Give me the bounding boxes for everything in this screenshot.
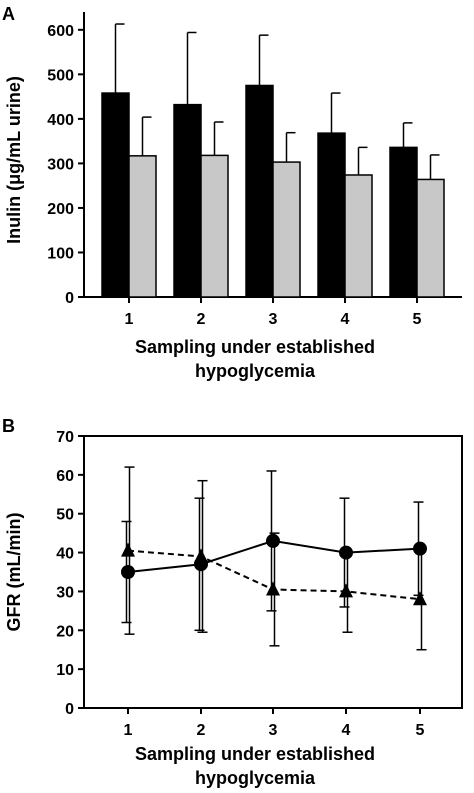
panel-a-bar	[200, 154, 229, 298]
panel-b-circle-marker	[266, 533, 280, 548]
panel-a-y-axis-title: Inulin (μg/mL urine)	[4, 76, 24, 244]
panel-a-bar	[272, 161, 301, 298]
panel-a-label: A	[2, 4, 15, 24]
panel-b-circle-marker	[121, 565, 135, 579]
panel-a-y-tick-label: 600	[47, 23, 74, 40]
panel-b-circle-marker	[413, 541, 427, 556]
panel-a-y-tick-label: 200	[47, 201, 74, 218]
panel-b: B 0 10 20 30 40 50 60 70 1 2 3 4 5 GFR (mL/min) Samp…	[2, 416, 463, 788]
panel-b-triangle-marker	[121, 542, 135, 557]
panel-b-frame	[83, 435, 463, 709]
panel-a-bar	[173, 103, 202, 298]
panel-a-bar	[101, 92, 130, 298]
panel-b-triangle-marker	[266, 581, 280, 596]
panel-a-x-axis-title-line1: Sampling under established	[135, 337, 375, 357]
panel-b-x-axis-title-line1: Sampling under established	[135, 744, 375, 764]
panel-b-y-tick-label: 40	[56, 546, 74, 563]
panel-a-y-tick-label: 400	[47, 112, 74, 129]
panel-a-y-tick-label: 100	[47, 245, 74, 262]
panel-a-x-tick-label: 3	[269, 311, 278, 328]
panel-b-y-axis-title: GFR (mL/min)	[4, 513, 24, 632]
panel-a-x-tick-label: 4	[341, 311, 350, 328]
panel-a-x-tick-label: 1	[125, 311, 134, 328]
panel-b-y-tick-label: 20	[56, 623, 74, 640]
panel-a-bar	[416, 178, 445, 298]
panel-b-triangle-marker	[339, 583, 353, 598]
panel-b-x-tick-label: 3	[269, 722, 278, 739]
panel-a-bar	[128, 155, 157, 298]
panel-a-bar	[344, 174, 373, 298]
panel-b-triangle-marker	[413, 591, 427, 606]
panel-b-x-tick-label: 1	[124, 722, 133, 739]
panel-b-x-tick-label: 5	[416, 722, 425, 739]
panel-a-bar	[389, 146, 418, 298]
panel-b-y-tick-label: 60	[56, 468, 74, 485]
panel-a-x-tick-label: 5	[413, 311, 422, 328]
panel-b-x-axis-title-line2: hypoglycemia	[195, 768, 316, 788]
panel-b-triangle-marker	[194, 548, 208, 563]
panel-b-y-tick-label: 10	[56, 662, 74, 679]
panel-b-y-tick-label: 30	[56, 584, 74, 601]
panel-b-y-tick-label: 0	[65, 701, 74, 718]
panel-a: A 0 100 200 300 400 500 600 1 2 3 4 5 Inulin (μg/mL…	[2, 4, 462, 381]
panel-a-x-axis-title-line2: hypoglycemia	[195, 361, 316, 381]
panel-b-y-tick-label: 70	[56, 429, 74, 446]
panel-b-label: B	[2, 416, 15, 436]
panel-a-y-tick-label: 300	[47, 156, 74, 173]
panel-a-bar	[317, 132, 346, 298]
panel-a-bar	[245, 84, 274, 298]
panel-a-y-tick-label: 0	[65, 290, 74, 307]
panel-a-y-tick-label: 500	[47, 67, 74, 84]
panel-b-circle-marker	[339, 545, 353, 560]
panel-b-x-tick-label: 4	[342, 722, 351, 739]
panel-a-x-tick-label: 2	[197, 311, 206, 328]
panel-b-x-tick-label: 2	[197, 722, 206, 739]
panel-b-y-tick-label: 50	[56, 507, 74, 524]
